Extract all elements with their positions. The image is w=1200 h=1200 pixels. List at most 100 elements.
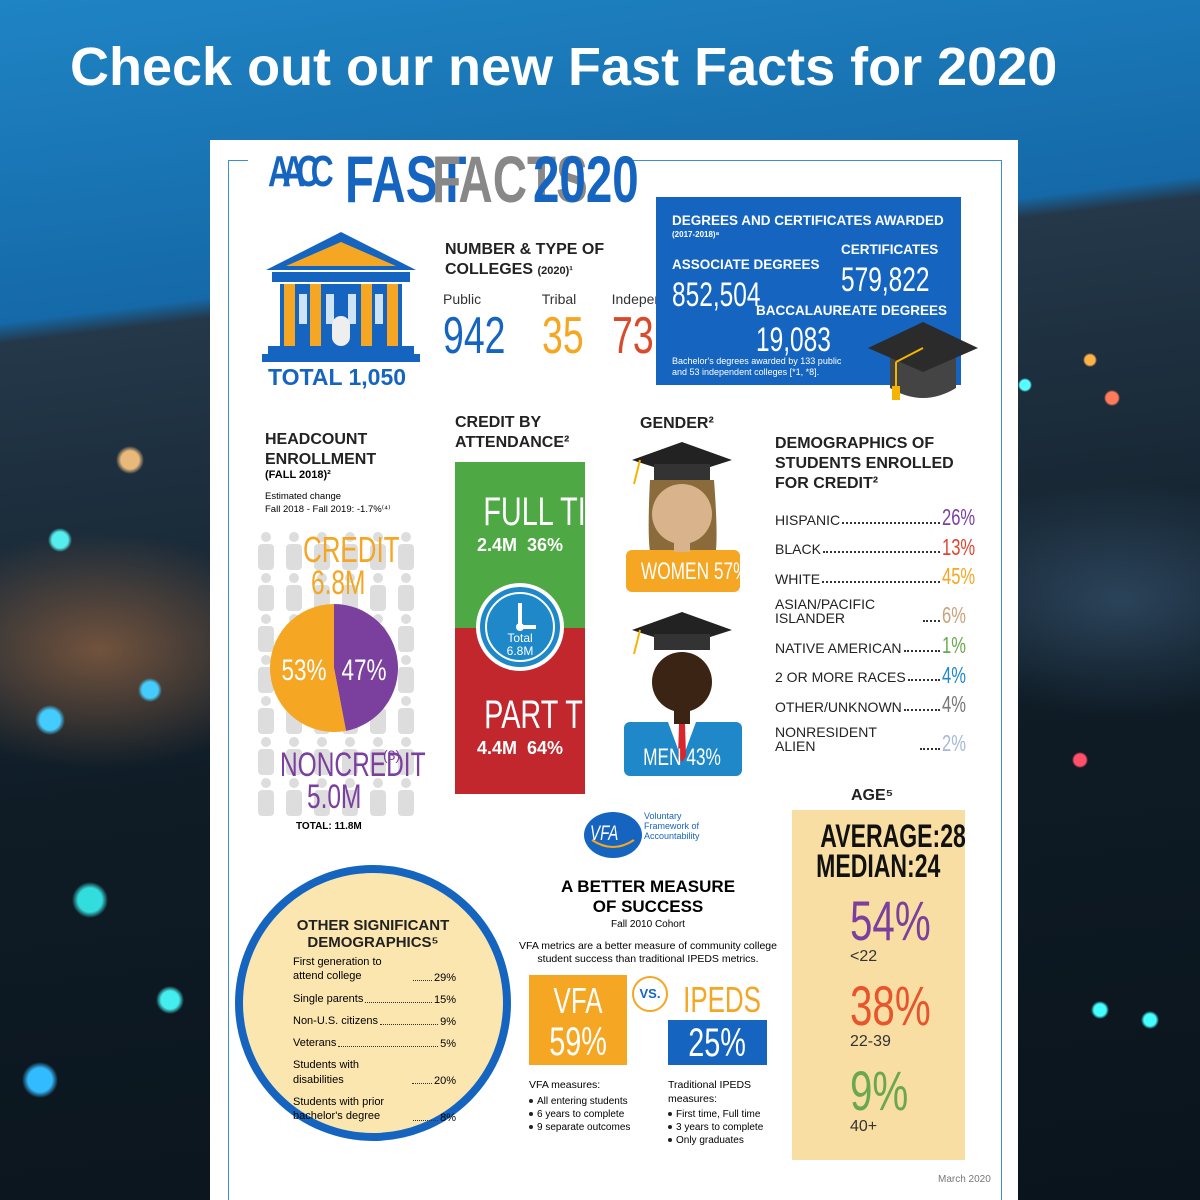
demographic-value-wrap: 6% (942, 602, 970, 629)
demographic-value: 6% (942, 602, 966, 629)
pie-label: 53% (281, 653, 326, 687)
person-body (258, 708, 274, 734)
age-value: 9% (850, 1059, 909, 1122)
vs-badge: VS. (632, 976, 668, 1012)
leader (923, 620, 940, 623)
demographic-value-wrap: 26% (942, 506, 975, 528)
women-label-wrap: WOMEN 57% (620, 560, 749, 584)
pie-chart: 53% 47% (269, 604, 398, 732)
college-type-value: 942 (443, 307, 506, 365)
other-value: 9% (440, 1016, 456, 1029)
headcount-title: HEADCOUNT ENROLLMENT (265, 431, 377, 468)
demographic-label: WHITE (775, 570, 821, 587)
demographic-row: HISPANIC 26% (775, 506, 975, 528)
person-body (286, 544, 302, 570)
demographic-label: OTHER/UNKNOWN (775, 698, 902, 715)
other-value: 5% (440, 1038, 456, 1051)
colleges-title-text: NUMBER & TYPE OF COLLEGES (445, 241, 605, 278)
bullet (529, 1111, 533, 1116)
other-row: Students with prior bachelor's degree 8% (293, 1095, 456, 1124)
other-label: Students with disabilities (293, 1059, 360, 1086)
leader (338, 1046, 439, 1048)
person-head (261, 614, 271, 624)
bullet (668, 1125, 672, 1130)
person-body (370, 749, 386, 775)
other-label: Veterans (293, 1037, 337, 1050)
measure-item: 6 years to complete (529, 1108, 630, 1121)
vfa-logo: VFA (590, 822, 619, 845)
vfa-desc: VFA metrics are a better measure of comm… (519, 940, 777, 966)
demographic-label: NONRESIDENT ALIEN (775, 723, 877, 755)
colleges-title: NUMBER & TYPE OF COLLEGES (2020)¹ (445, 240, 625, 280)
vfa-label: VFA (553, 980, 603, 1021)
attendance-title: CREDIT BY ATTENDANCE² (455, 414, 570, 451)
person-head (401, 614, 411, 624)
measure-item: All entering students (529, 1095, 630, 1108)
person-head (401, 573, 411, 583)
college-type-value: 73 (611, 307, 654, 365)
person-body (314, 544, 330, 570)
credit-value-wrap: 6.8M (311, 566, 387, 600)
person-body (258, 585, 274, 611)
demographic-label: HISPANIC (775, 511, 841, 528)
vfa-value: 59% (549, 1020, 607, 1064)
leader (412, 1083, 432, 1085)
measure-item: First time, Full time (668, 1108, 783, 1121)
person-head (401, 655, 411, 665)
degrees-period: (2017-2018)⁸ (672, 230, 720, 239)
logo-text: AACC (268, 147, 334, 196)
age-label: 40+ (850, 1118, 878, 1135)
person-head (345, 532, 355, 542)
pie-slice (269, 604, 346, 732)
ipeds-value-wrap: 25% (668, 1023, 767, 1063)
other-value: 20% (433, 1075, 456, 1088)
age-median-wrap: MEDIAN:24 (792, 850, 965, 882)
person-body (398, 749, 414, 775)
person-head (373, 778, 383, 788)
ipeds-box (668, 1020, 767, 1065)
part-count: 4.4M (476, 738, 517, 758)
person-head (401, 778, 411, 788)
demographic-value: 13% (942, 533, 976, 560)
demographic-value: 45% (942, 563, 976, 590)
associate-label: ASSOCIATE DEGREES (672, 257, 820, 272)
person-body (370, 585, 386, 611)
other-value: 8% (440, 1111, 456, 1124)
headcount-change-label: Estimated change (265, 491, 342, 502)
person-body (342, 585, 358, 611)
poster-title: 2020 (533, 146, 680, 212)
credit-value: 6.8M (311, 564, 366, 602)
person-body (398, 667, 414, 693)
person-body (286, 749, 302, 775)
vfa-box (529, 975, 627, 1065)
vfa-title: A BETTER MEASURE OF SUCCESS (560, 877, 736, 917)
leader (907, 679, 940, 682)
ipeds-value: 25% (688, 1021, 747, 1065)
other-row: Veterans 5% (293, 1036, 456, 1050)
person-head (373, 573, 383, 583)
college-type-value: 35 (541, 307, 584, 365)
certificates-label: CERTIFICATES (841, 242, 939, 257)
person-body (398, 790, 414, 816)
noncredit-note: (3) (383, 747, 401, 763)
person-head (401, 696, 411, 706)
college-type: Tribal 35 (542, 292, 600, 362)
person-head (401, 532, 411, 542)
other-label: Single parents (293, 992, 364, 1005)
demographic-label: ASIAN/PACIFIC ISLANDER (775, 595, 876, 627)
credit-label-wrap: CREDIT (303, 532, 437, 568)
full-label: FULL TIME (483, 490, 629, 534)
full-stats: 2.4M 36% (455, 536, 585, 554)
person-head (345, 573, 355, 583)
person-body (286, 790, 302, 816)
person-body (398, 708, 414, 734)
grad-cap-icon (868, 322, 978, 400)
demographic-row: NATIVE AMERICAN 1% (775, 634, 970, 656)
demographic-value-wrap: 45% (942, 565, 975, 587)
leader (822, 551, 940, 554)
demographic-row: 2 OR MORE RACES 4% (775, 663, 970, 685)
demographic-row: NONRESIDENT ALIEN 2% (775, 723, 970, 755)
vfa-measures: VFA measures: All entering students 6 year… (529, 1079, 630, 1134)
person-body (258, 544, 274, 570)
